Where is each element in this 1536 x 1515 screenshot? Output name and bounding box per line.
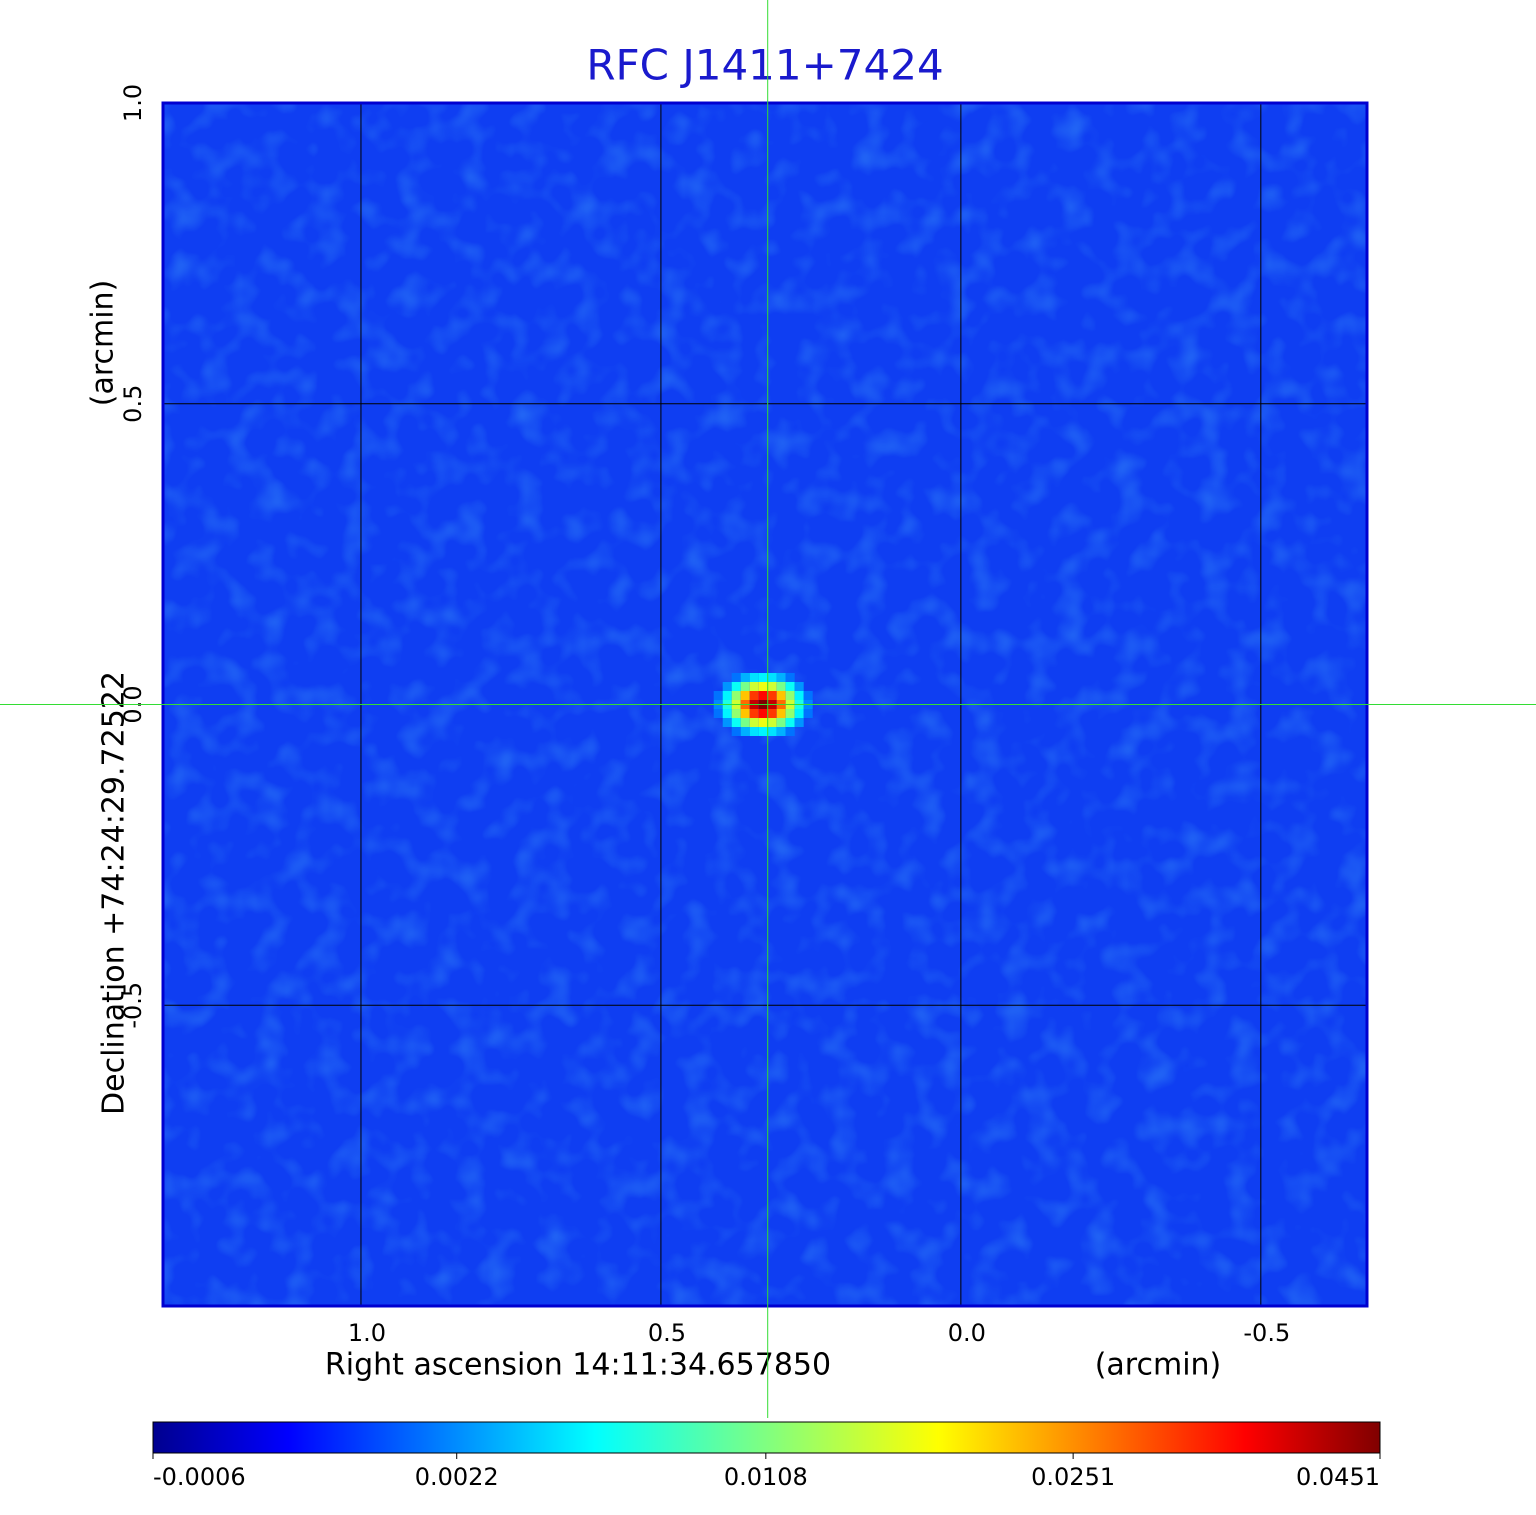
image-pixel — [740, 691, 750, 700]
image-pixel — [803, 691, 813, 700]
image-pixel — [740, 709, 750, 718]
image-pixel — [785, 682, 795, 691]
image-pixel — [749, 709, 759, 718]
x-tick-label: 1.0 — [348, 1319, 386, 1347]
image-pixel — [749, 691, 759, 700]
image-pixel — [713, 709, 723, 718]
image-pixel — [758, 682, 768, 691]
y-axis-unit: (arcmin) — [86, 280, 121, 407]
image-pixel — [731, 691, 741, 700]
image-pixel — [731, 718, 741, 727]
chart-title: RFC J1411+7424 — [586, 41, 943, 90]
image-pixel — [776, 691, 786, 700]
image-pixel — [785, 718, 795, 727]
image-pixel — [794, 682, 804, 691]
image-pixel — [776, 673, 786, 682]
colorbar — [152, 1421, 1381, 1454]
image-pixel — [731, 727, 741, 736]
colorbar-tick-label: -0.0006 — [153, 1463, 246, 1491]
image-pixel — [794, 691, 804, 700]
image-pixel — [749, 727, 759, 736]
image-pixel — [740, 718, 750, 727]
x-tick-label: -0.5 — [1243, 1319, 1290, 1347]
image-pixel — [731, 709, 741, 718]
image-pixel — [740, 682, 750, 691]
colorbar-tick-label: 0.0022 — [415, 1463, 499, 1491]
image-pixel — [767, 718, 777, 727]
image-pixel — [776, 727, 786, 736]
image-pixel — [749, 673, 759, 682]
image-pixel — [758, 727, 768, 736]
image-pixel — [776, 718, 786, 727]
image-pixel — [803, 709, 813, 718]
x-axis-unit: (arcmin) — [1095, 1348, 1222, 1383]
image-pixel — [785, 673, 795, 682]
y-tick-label: 0.5 — [119, 385, 147, 423]
image-pixel — [767, 709, 777, 718]
image-pixel — [767, 727, 777, 736]
image-pixel — [722, 709, 732, 718]
x-tick-label: 0.0 — [948, 1319, 986, 1347]
image-pixel — [794, 718, 804, 727]
colorbar-tick-label: 0.0251 — [1031, 1463, 1115, 1491]
image-pixel — [722, 718, 732, 727]
image-pixel — [758, 709, 768, 718]
image-pixel — [794, 709, 804, 718]
image-pixel — [749, 718, 759, 727]
image-pixel — [767, 691, 777, 700]
y-tick-label: -0.5 — [119, 982, 147, 1029]
image-pixel — [713, 691, 723, 700]
image-pixel — [785, 709, 795, 718]
image-pixel — [776, 682, 786, 691]
image-pixel — [758, 718, 768, 727]
x-axis-label: Right ascension 14:11:34.657850 — [325, 1348, 831, 1383]
image-pixel — [740, 727, 750, 736]
image-pixel — [776, 709, 786, 718]
x-tick-label: 0.5 — [648, 1319, 686, 1347]
image-pixel — [767, 682, 777, 691]
image-pixel — [767, 673, 777, 682]
image-pixel — [731, 682, 741, 691]
image-pixel — [785, 691, 795, 700]
image-pixel — [758, 691, 768, 700]
colorbar-tick-label: 0.0451 — [1296, 1463, 1380, 1491]
image-pixel — [758, 673, 768, 682]
image-pixel — [722, 691, 732, 700]
image-pixel — [731, 673, 741, 682]
image-pixel — [749, 682, 759, 691]
y-tick-label: 1.0 — [119, 84, 147, 122]
image-pixel — [785, 727, 795, 736]
image-pixel — [740, 673, 750, 682]
colorbar-tick-label: 0.0108 — [724, 1463, 808, 1491]
y-axis-label: Declination +74:24:29.72522 — [97, 671, 132, 1115]
image-pixel — [722, 682, 732, 691]
